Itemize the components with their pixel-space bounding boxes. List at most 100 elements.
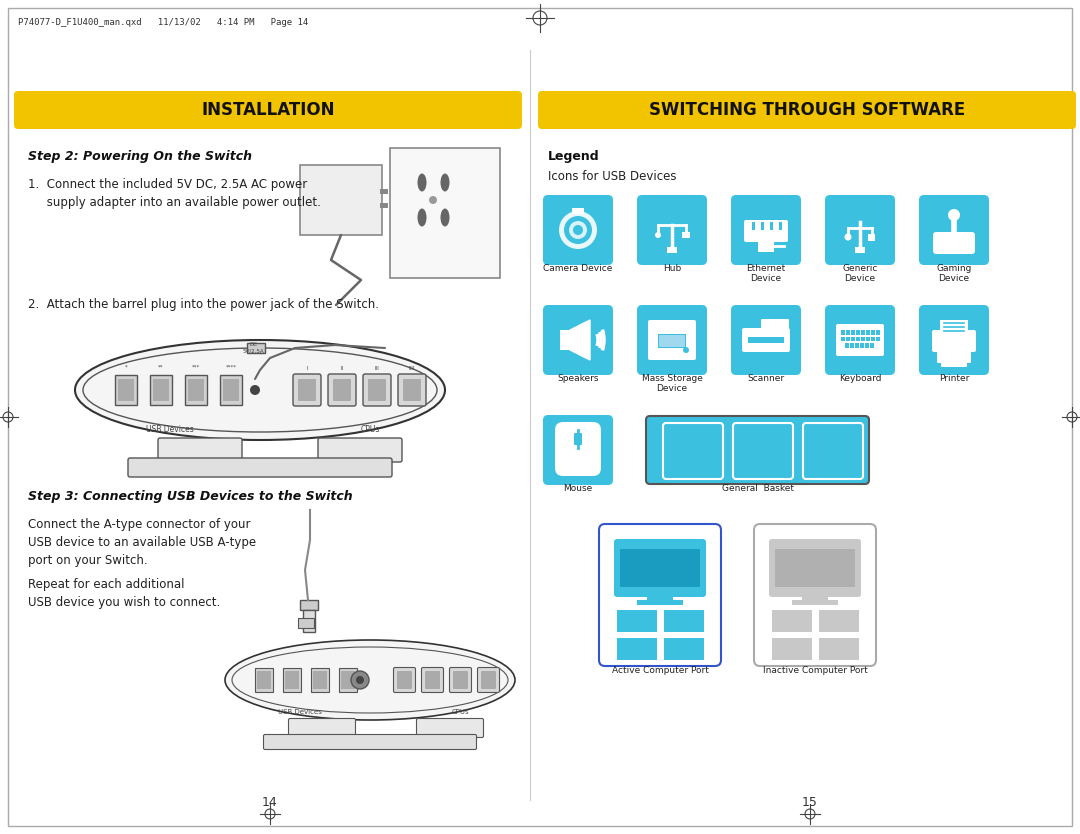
Bar: [870, 336, 875, 341]
Bar: [247, 343, 265, 353]
Bar: [664, 638, 704, 660]
Text: USB device to an available USB A-type: USB device to an available USB A-type: [28, 536, 256, 549]
FancyBboxPatch shape: [538, 91, 1076, 129]
Ellipse shape: [225, 640, 515, 720]
FancyBboxPatch shape: [663, 423, 723, 483]
Bar: [313, 671, 327, 689]
Bar: [617, 638, 657, 660]
Bar: [846, 336, 850, 341]
Text: USB device you wish to connect.: USB device you wish to connect.: [28, 596, 220, 609]
Ellipse shape: [418, 173, 427, 192]
FancyBboxPatch shape: [937, 349, 971, 363]
FancyBboxPatch shape: [933, 232, 975, 254]
Text: USB Devices: USB Devices: [146, 425, 194, 434]
Text: IIII: IIII: [408, 366, 415, 371]
Bar: [257, 671, 271, 689]
FancyBboxPatch shape: [615, 539, 706, 597]
Bar: [617, 610, 657, 632]
Text: CPUs: CPUs: [361, 425, 380, 434]
Bar: [841, 330, 845, 334]
FancyBboxPatch shape: [477, 667, 499, 692]
FancyBboxPatch shape: [659, 335, 685, 347]
Circle shape: [845, 234, 851, 240]
Bar: [866, 336, 869, 341]
Text: Gaming
Device: Gaming Device: [936, 264, 972, 284]
FancyBboxPatch shape: [14, 91, 522, 129]
Bar: [150, 375, 172, 405]
Bar: [870, 330, 875, 334]
Bar: [772, 610, 812, 632]
Bar: [114, 375, 137, 405]
Text: 2.  Attach the barrel plug into the power jack of the Switch.: 2. Attach the barrel plug into the power…: [28, 298, 379, 311]
FancyBboxPatch shape: [543, 305, 613, 375]
Bar: [222, 379, 239, 401]
Circle shape: [569, 221, 588, 239]
FancyBboxPatch shape: [393, 667, 416, 692]
Bar: [283, 668, 301, 692]
Text: Legend: Legend: [548, 150, 599, 163]
Text: P74077-D_F1U400_man.qxd   11/13/02   4:14 PM   Page 14: P74077-D_F1U400_man.qxd 11/13/02 4:14 PM…: [18, 18, 308, 27]
Bar: [153, 379, 168, 401]
Text: USB Devices: USB Devices: [278, 709, 322, 715]
FancyBboxPatch shape: [646, 416, 869, 484]
Bar: [118, 379, 134, 401]
Bar: [285, 671, 299, 689]
Text: Repeat for each additional: Repeat for each additional: [28, 578, 185, 591]
Bar: [255, 668, 273, 692]
Text: Ethernet
Device: Ethernet Device: [746, 264, 785, 284]
Circle shape: [351, 671, 369, 689]
Bar: [861, 330, 864, 334]
FancyBboxPatch shape: [599, 524, 721, 666]
Bar: [748, 337, 784, 343]
FancyBboxPatch shape: [543, 415, 613, 485]
FancyBboxPatch shape: [573, 433, 582, 445]
Bar: [856, 330, 860, 334]
Circle shape: [356, 676, 364, 684]
Bar: [339, 668, 357, 692]
Text: II: II: [340, 366, 343, 371]
Bar: [868, 234, 875, 241]
Bar: [681, 232, 690, 238]
Bar: [561, 330, 570, 350]
Circle shape: [683, 347, 689, 353]
Bar: [870, 343, 874, 348]
Text: Hub: Hub: [663, 264, 681, 273]
FancyBboxPatch shape: [453, 671, 468, 689]
Text: Speakers: Speakers: [557, 374, 598, 383]
Bar: [855, 247, 865, 253]
Bar: [819, 638, 859, 660]
FancyBboxPatch shape: [293, 374, 321, 406]
FancyBboxPatch shape: [543, 195, 613, 265]
FancyBboxPatch shape: [932, 330, 976, 352]
FancyBboxPatch shape: [761, 319, 789, 333]
Bar: [667, 247, 677, 253]
Text: Connect the A-type connector of your: Connect the A-type connector of your: [28, 518, 251, 531]
Circle shape: [654, 232, 661, 238]
Text: supply adapter into an available power outlet.: supply adapter into an available power o…: [28, 196, 321, 209]
Bar: [772, 638, 812, 660]
Text: SWITCHING THROUGH SOFTWARE: SWITCHING THROUGH SOFTWARE: [649, 101, 966, 119]
FancyBboxPatch shape: [397, 671, 411, 689]
FancyBboxPatch shape: [399, 374, 426, 406]
Bar: [851, 336, 854, 341]
FancyBboxPatch shape: [775, 549, 855, 587]
Bar: [303, 610, 315, 632]
Circle shape: [948, 209, 960, 221]
FancyBboxPatch shape: [733, 423, 793, 483]
Text: Scanner: Scanner: [747, 374, 784, 383]
Bar: [861, 336, 864, 341]
Text: Mass Storage
Device: Mass Storage Device: [642, 374, 702, 394]
Text: 1.  Connect the included 5V DC, 2.5A AC power: 1. Connect the included 5V DC, 2.5A AC p…: [28, 178, 307, 191]
FancyBboxPatch shape: [363, 374, 391, 406]
Bar: [855, 343, 859, 348]
Bar: [752, 222, 755, 230]
Circle shape: [559, 211, 597, 249]
Bar: [188, 379, 204, 401]
FancyBboxPatch shape: [264, 735, 476, 750]
FancyBboxPatch shape: [620, 549, 700, 587]
FancyBboxPatch shape: [731, 195, 801, 265]
Text: *: *: [124, 365, 127, 370]
FancyBboxPatch shape: [919, 305, 989, 375]
Bar: [311, 668, 329, 692]
Text: Mouse: Mouse: [564, 484, 593, 493]
